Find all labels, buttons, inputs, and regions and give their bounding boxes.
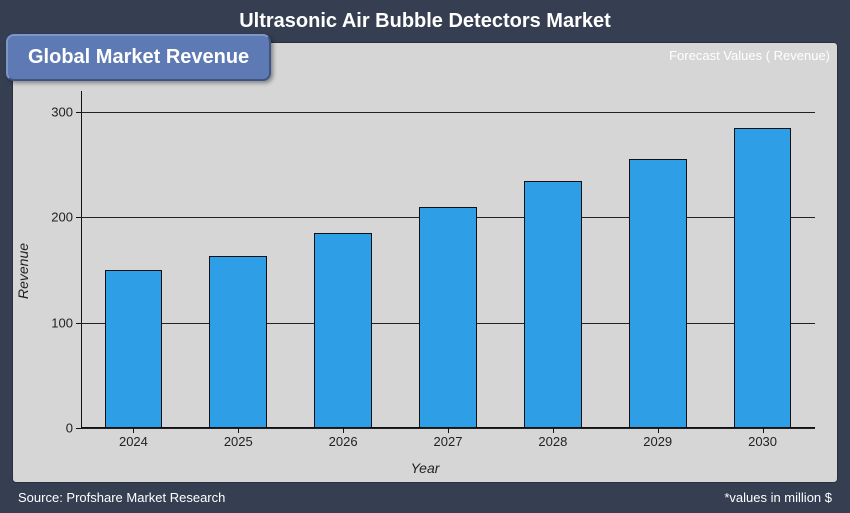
y-tick-mark xyxy=(76,323,81,324)
bar xyxy=(629,159,687,428)
y-tick-label: 0 xyxy=(41,421,81,436)
y-axis xyxy=(81,91,82,428)
bar xyxy=(419,207,477,428)
y-tick-label: 200 xyxy=(41,210,81,225)
plot-area: 01002003002024202520262027202820292030 xyxy=(81,91,815,428)
gridline xyxy=(81,112,815,113)
x-tick-mark xyxy=(343,428,344,433)
x-tick-mark xyxy=(238,428,239,433)
y-axis-label: Revenue xyxy=(15,242,31,298)
x-tick-mark xyxy=(763,428,764,433)
revenue-badge: Global Market Revenue xyxy=(6,34,271,81)
chart-card: Ultrasonic Air Bubble Detectors Market G… xyxy=(0,0,850,513)
x-tick-mark xyxy=(133,428,134,433)
x-tick-mark xyxy=(658,428,659,433)
bar xyxy=(105,270,163,428)
bar xyxy=(314,233,372,428)
y-tick-label: 300 xyxy=(41,105,81,120)
y-tick-label: 100 xyxy=(41,315,81,330)
forecast-label: Forecast Values ( Revenue) xyxy=(669,48,830,63)
bar xyxy=(524,181,582,428)
y-tick-mark xyxy=(76,112,81,113)
bar xyxy=(209,256,267,428)
y-tick-mark xyxy=(76,217,81,218)
source-label: Source: Profshare Market Research xyxy=(18,490,225,505)
x-tick-mark xyxy=(553,428,554,433)
x-tick-mark xyxy=(448,428,449,433)
bar xyxy=(734,128,792,428)
x-axis-label: Year xyxy=(411,460,440,476)
chart-panel: Revenue Revenue 010020030020242025202620… xyxy=(12,42,838,483)
values-note: *values in million $ xyxy=(724,490,832,505)
y-tick-mark xyxy=(76,428,81,429)
